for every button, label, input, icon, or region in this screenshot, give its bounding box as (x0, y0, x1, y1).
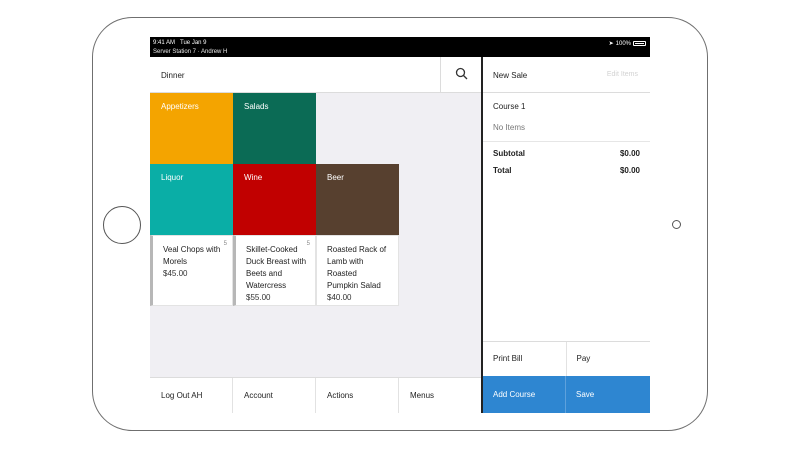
actions-button[interactable]: Actions (316, 378, 399, 413)
category-beer[interactable]: Beer (316, 164, 399, 235)
menu-header: Dinner (150, 57, 481, 93)
divider (483, 141, 650, 142)
total-value: $0.00 (619, 166, 640, 175)
total-label: Total (493, 166, 512, 175)
category-label: Wine (244, 173, 263, 182)
edit-items-button[interactable]: Edit Items (606, 71, 638, 78)
item-name: Veal Chops with Morels $45.00 (163, 244, 225, 280)
item-price: $55.00 (246, 293, 271, 302)
pay-button[interactable]: Pay (576, 354, 591, 363)
primary-actions: Add Course Save (483, 376, 650, 413)
home-button[interactable] (103, 206, 141, 244)
menu-title[interactable]: Dinner (161, 71, 185, 80)
menu-item-veal-chops[interactable]: 5 Veal Chops with Morels $45.00 (150, 235, 233, 306)
status-bar: 9:41 AM Tue Jan 9 Server Station 7 · And… (150, 37, 650, 57)
status-time: 9:41 AM Tue Jan 9 (153, 40, 207, 46)
panel-divider (481, 57, 483, 413)
item-name: Roasted Rack of Lamb with Roasted Pumpki… (327, 244, 389, 304)
menu-item-rack-of-lamb[interactable]: Roasted Rack of Lamb with Roasted Pumpki… (316, 235, 399, 306)
total-row: Total $0.00 (493, 166, 640, 175)
account-button[interactable]: Account (233, 378, 316, 413)
menu-panel: Dinner Appetizers Salads Liquor Wine Bee… (150, 57, 481, 413)
status-station: Server Station 7 · Andrew H (153, 49, 228, 55)
sale-header: New Sale Edit Items (483, 57, 650, 93)
category-appetizers[interactable]: Appetizers (150, 93, 233, 164)
sale-title: New Sale (493, 71, 528, 80)
item-badge: 5 (223, 241, 227, 247)
battery-percent: 100% (615, 40, 631, 47)
subtotal-value: $0.00 (619, 149, 640, 158)
category-label: Liquor (161, 173, 184, 182)
search-icon (455, 67, 468, 80)
subtotal-row: Subtotal $0.00 (493, 149, 640, 158)
search-button[interactable] (440, 57, 481, 92)
sale-actions: Print Bill Pay (483, 341, 650, 376)
battery-icon (633, 41, 646, 46)
menus-button[interactable]: Menus (410, 391, 435, 400)
item-price: $45.00 (163, 269, 188, 278)
course-label[interactable]: Course 1 (493, 102, 526, 111)
screen: 9:41 AM Tue Jan 9 Server Station 7 · And… (150, 37, 650, 413)
battery-indicator: ➤ 100% (609, 40, 646, 47)
category-wine[interactable]: Wine (233, 164, 316, 235)
item-badge: 5 (306, 241, 310, 247)
print-bill-button[interactable]: Print Bill (483, 342, 567, 376)
category-label: Appetizers (161, 102, 199, 111)
no-items-text: No Items (493, 123, 526, 132)
category-label: Salads (244, 102, 269, 111)
category-salads[interactable]: Salads (233, 93, 316, 164)
location-arrow-icon: ➤ (608, 41, 614, 47)
menu-item-duck-breast[interactable]: 5 Skillet-Cooked Duck Breast with Beets … (233, 235, 316, 306)
add-course-button[interactable]: Add Course (483, 376, 566, 413)
item-price: $40.00 (327, 293, 352, 302)
subtotal-label: Subtotal (493, 149, 525, 158)
log-out-button[interactable]: Log Out AH (150, 378, 233, 413)
category-label: Beer (327, 173, 344, 182)
camera-icon (672, 220, 681, 229)
category-liquor[interactable]: Liquor (150, 164, 233, 235)
bottom-toolbar: Log Out AH Account Actions Menus (150, 377, 481, 413)
sale-panel: New Sale Edit Items Course 1 No Items Su… (483, 57, 650, 413)
item-name: Skillet-Cooked Duck Breast with Beets an… (246, 245, 307, 302)
save-button[interactable]: Save (576, 390, 595, 399)
